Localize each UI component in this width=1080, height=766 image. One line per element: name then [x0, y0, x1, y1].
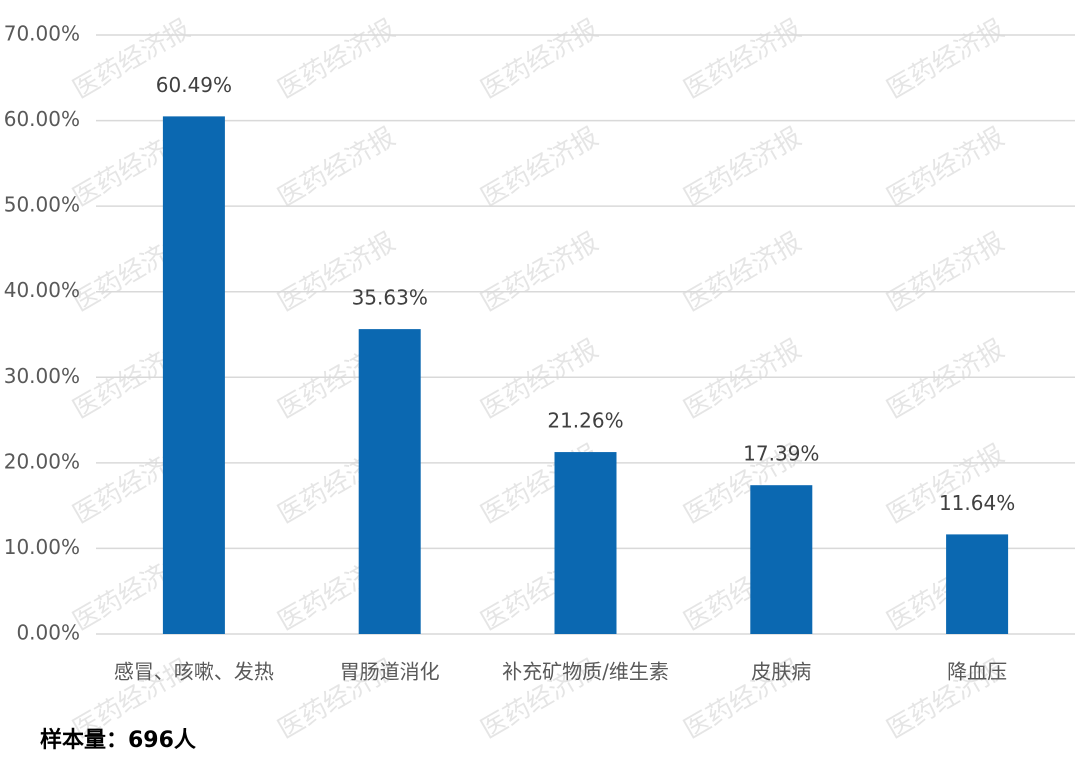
watermark: 医药经济报	[476, 227, 604, 318]
x-tick-label: 感冒、咳嗽、发热	[114, 660, 274, 684]
data-label: 17.39%	[743, 442, 819, 466]
x-tick-label: 补充矿物质/维生素	[502, 660, 669, 684]
plot-area: 0.00% 10.00% 20.00% 30.00% 40.00% 50.00% 60.00…	[4, 22, 1075, 684]
y-tick-label: 40.00%	[4, 278, 80, 302]
watermark: 医药经济报	[679, 227, 807, 318]
watermark: 医药经济报	[882, 14, 1010, 105]
data-label: 60.49%	[156, 73, 232, 97]
y-tick-label: 30.00%	[4, 364, 80, 388]
data-label: 35.63%	[352, 286, 428, 310]
bar	[946, 534, 1009, 634]
watermark: 医药经济报	[273, 122, 401, 213]
watermark: 医药经济报	[882, 334, 1010, 425]
data-label: 21.26%	[547, 409, 623, 433]
x-tick-label: 胃肠道消化	[340, 660, 440, 684]
watermark: 医药经济报	[476, 14, 604, 105]
watermark: 医药经济报	[273, 14, 401, 105]
watermark: 医药经济报	[882, 439, 1010, 530]
y-tick-label: 60.00%	[4, 107, 80, 131]
watermark: 医药经济报	[679, 122, 807, 213]
watermark: 医药经济报	[476, 122, 604, 213]
bar	[358, 329, 421, 634]
y-tick-label: 50.00%	[4, 193, 80, 217]
x-tick-label: 降血压	[947, 660, 1007, 684]
data-label: 11.64%	[939, 491, 1015, 515]
y-tick-label: 10.00%	[4, 535, 80, 559]
watermark: 医药经济报	[679, 334, 807, 425]
sample-note: 样本量：696人	[40, 727, 196, 753]
watermark: 医药经济报	[882, 122, 1010, 213]
y-tick-label: 20.00%	[4, 449, 80, 473]
x-tick-label: 皮肤病	[751, 660, 811, 684]
bar	[554, 452, 617, 634]
y-tick-label: 0.00%	[16, 621, 80, 645]
bar	[750, 485, 813, 634]
bar	[162, 116, 225, 635]
watermark: 医药经济报	[679, 14, 807, 105]
watermark: 医药经济报	[882, 227, 1010, 318]
y-tick-label: 70.00%	[4, 22, 80, 46]
